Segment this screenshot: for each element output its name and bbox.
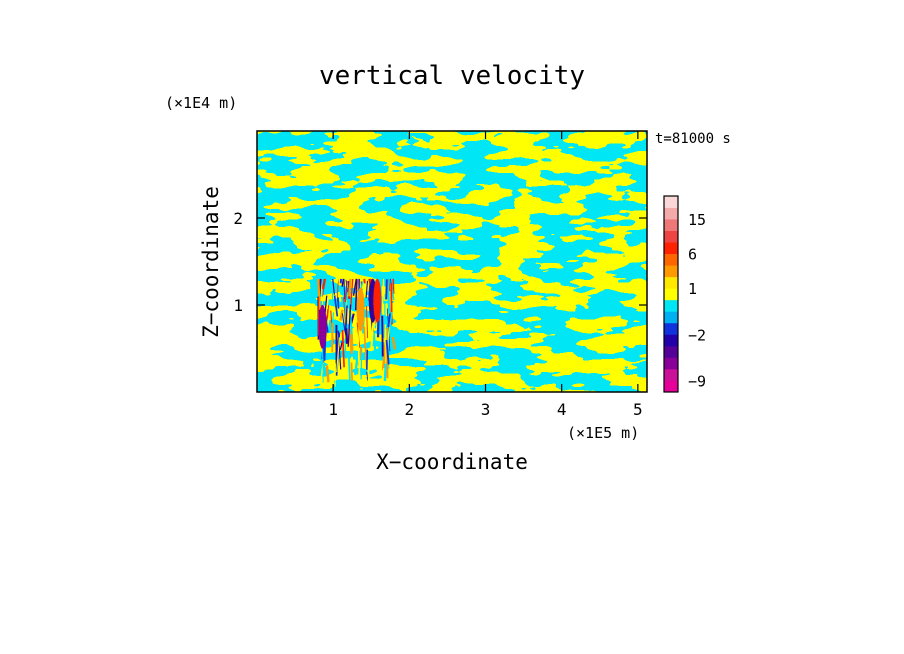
- velocity-streak: [337, 291, 342, 302]
- velocity-streak: [341, 329, 345, 368]
- colorbar-swatch: [664, 345, 678, 358]
- velocity-streak: [365, 349, 369, 370]
- velocity-streak: [383, 363, 387, 382]
- colorbar-tick-label: 6: [688, 246, 697, 264]
- velocity-core: [318, 304, 327, 349]
- colorbar-swatch: [664, 380, 678, 393]
- y-tick-label: 2: [233, 209, 243, 228]
- x-tick-label: 1: [328, 400, 338, 419]
- colorbar-swatch: [664, 230, 678, 243]
- velocity-streak: [390, 278, 395, 301]
- colorbar-swatch: [664, 242, 678, 255]
- velocity-streak: [347, 304, 352, 347]
- velocity-streak: [381, 315, 384, 357]
- colorbar-swatch: [664, 299, 678, 312]
- y-axis-ticks: 12: [233, 209, 647, 315]
- colorbar-tick-label: −9: [688, 372, 706, 390]
- velocity-streak: [325, 365, 330, 383]
- velocity-streak: [349, 278, 354, 310]
- velocity-streak: [351, 334, 354, 351]
- velocity-streak: [365, 280, 369, 299]
- velocity-streak: [385, 339, 390, 365]
- velocity-streak: [386, 278, 391, 314]
- velocity-streak: [336, 337, 340, 373]
- velocity-streak: [363, 278, 366, 284]
- colorbar-swatch: [664, 322, 678, 335]
- y-tick-label: 1: [233, 296, 243, 315]
- velocity-streak: [341, 313, 346, 333]
- x-tick-label: 3: [481, 400, 491, 419]
- colorbar-tick-label: 15: [688, 211, 706, 229]
- colorbar: 15 6 1 −2 −9: [663, 195, 706, 393]
- velocity-streak: [339, 309, 344, 321]
- colorbar-swatch: [664, 311, 678, 324]
- convective-core: [317, 278, 397, 387]
- velocity-streak: [348, 328, 353, 354]
- plot-area: [256, 130, 648, 393]
- velocity-streak: [354, 278, 358, 311]
- colorbar-swatch: [664, 276, 678, 289]
- velocity-streak: [391, 336, 397, 350]
- velocity-streak: [360, 345, 363, 380]
- velocity-streak: [345, 279, 348, 292]
- velocity-streak: [348, 278, 352, 297]
- velocity-streak: [326, 295, 330, 310]
- velocity-streak: [385, 279, 388, 300]
- colorbar-swatch: [664, 196, 678, 208]
- x-axis-ticks: 1 2 3 4 5: [328, 131, 643, 419]
- velocity-streak: [387, 312, 392, 328]
- colorbar-swatch: [664, 207, 678, 220]
- velocity-streak: [381, 345, 385, 371]
- velocity-streak: [381, 278, 384, 307]
- velocity-core: [356, 287, 365, 332]
- velocity-streak: [344, 328, 349, 344]
- colorbar-frame: [663, 195, 679, 393]
- chart-title: vertical velocity: [319, 61, 585, 91]
- colorbar-swatch: [664, 253, 678, 266]
- time-label: t=81000 s: [655, 131, 731, 147]
- velocity-streak: [347, 357, 352, 387]
- velocity-streak: [354, 353, 359, 376]
- velocity-streak: [366, 371, 369, 381]
- velocity-streak: [370, 318, 375, 352]
- velocity-streak: [337, 297, 340, 309]
- x-tick-label: 2: [405, 400, 415, 419]
- velocity-streak: [317, 278, 321, 310]
- colorbar-swatch: [664, 265, 678, 278]
- x-axis-label: X−coordinate: [376, 450, 528, 474]
- velocity-streak: [321, 278, 327, 290]
- plot-frame: [256, 130, 648, 393]
- x-unit-label: (×1E5 m): [567, 424, 639, 442]
- velocity-streak: [344, 338, 347, 359]
- velocity-streak: [332, 278, 335, 295]
- velocity-streak: [333, 295, 339, 317]
- x-tick-label: 5: [633, 400, 643, 419]
- updraft-bands: [257, 131, 647, 392]
- colorbar-swatch: [664, 368, 678, 381]
- colorbar-swatch: [664, 357, 678, 370]
- velocity-streak: [335, 278, 339, 284]
- velocity-streak: [352, 278, 357, 296]
- colorbar-tick-label: −2: [688, 326, 706, 344]
- colorbar-tick-label: 1: [688, 280, 697, 298]
- y-axis-label: Z−coordinate: [199, 186, 223, 338]
- velocity-streak: [341, 278, 345, 287]
- velocity-streak: [350, 362, 353, 381]
- velocity-streak: [367, 366, 370, 382]
- y-unit-label: (×1E4 m): [165, 94, 237, 112]
- x-tick-label: 4: [557, 400, 567, 419]
- velocity-streak: [389, 311, 393, 326]
- colorbar-swatch: [664, 288, 678, 301]
- colorbar-swatch: [664, 334, 678, 347]
- velocity-core: [373, 278, 382, 323]
- velocity-streak: [365, 305, 369, 339]
- colorbar-swatch: [664, 219, 678, 231]
- velocity-streak: [372, 332, 377, 356]
